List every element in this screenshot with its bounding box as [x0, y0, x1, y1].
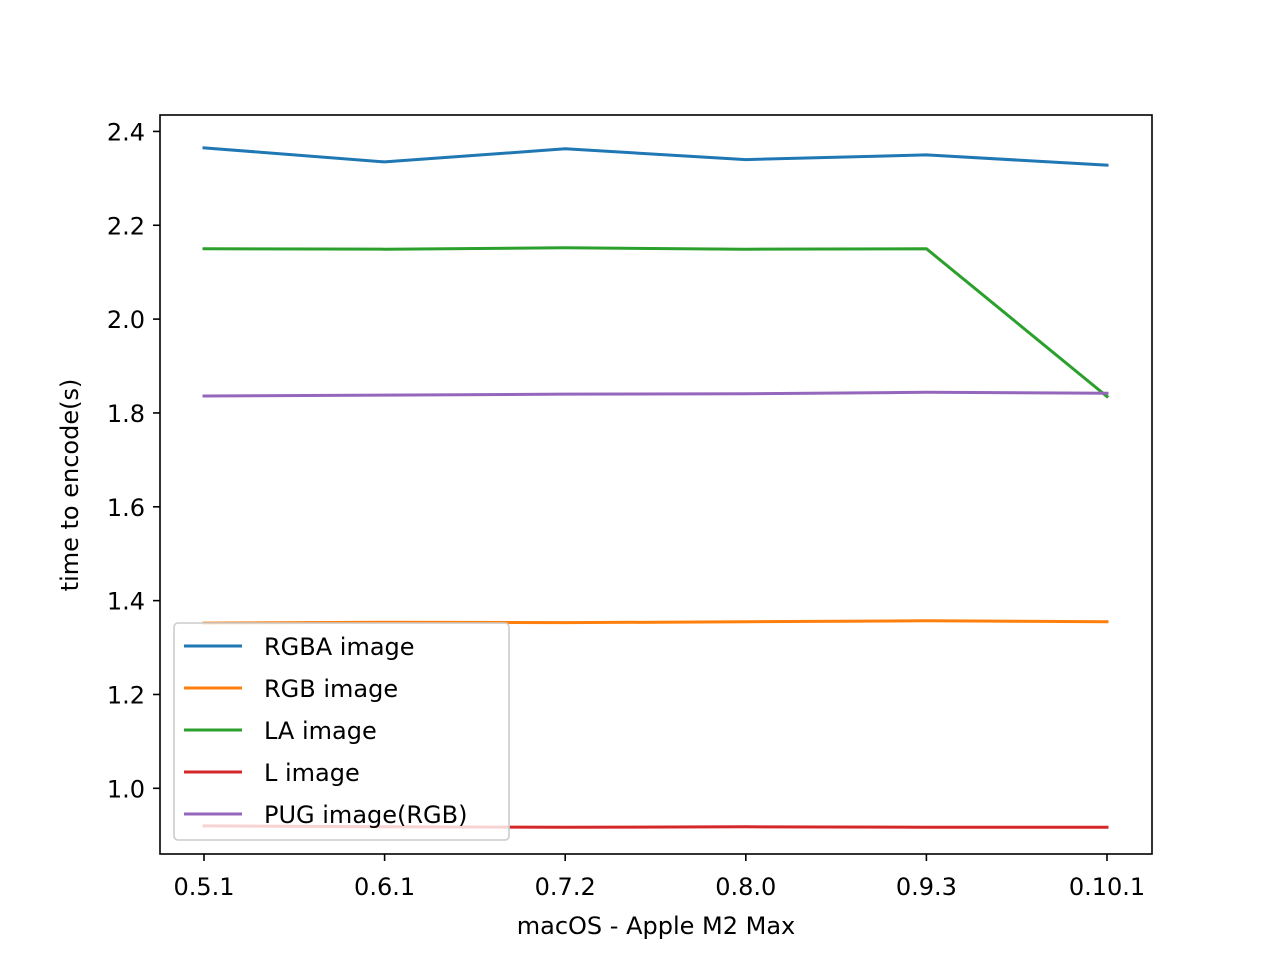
series-line-0: [202, 146, 1109, 167]
y-tick-label: 1.8: [107, 400, 145, 428]
x-tick-label: 0.9.3: [896, 873, 957, 901]
y-axis: 1.0 1.2 1.4 1.6 1.8 2.0 2.2 2.4: [107, 118, 160, 803]
x-axis: 0.5.1 0.6.1 0.7.2 0.8.0 0.9.3 0.10.1: [173, 854, 1145, 901]
legend-label: PUG image(RGB): [264, 801, 467, 829]
y-tick-label: 2.4: [107, 118, 145, 146]
series-line-2: [202, 246, 1110, 399]
x-tick-label: 0.10.1: [1069, 873, 1145, 901]
x-axis-label: macOS - Apple M2 Max: [517, 912, 796, 940]
legend-label: LA image: [264, 717, 377, 745]
legend-label: RGBA image: [264, 633, 415, 661]
y-tick-label: 2.2: [107, 212, 145, 240]
y-tick-label: 1.6: [107, 494, 145, 522]
legend-label: L image: [264, 759, 360, 787]
plot-frame: [159, 114, 1153, 855]
legend-label: RGB image: [264, 675, 398, 703]
series-line-4: [202, 390, 1109, 398]
x-tick-label: 0.5.1: [173, 873, 234, 901]
legend-box: [173, 622, 510, 841]
y-tick-label: 2.0: [107, 306, 145, 334]
y-axis-label: time to encode(s): [56, 379, 84, 592]
y-tick-label: 1.4: [107, 588, 145, 616]
x-tick-label: 0.7.2: [535, 873, 596, 901]
x-tick-label: 0.6.1: [354, 873, 415, 901]
legend: RGBA image RGB image LA image L image PUG im…: [173, 622, 510, 841]
x-tick-label: 0.8.0: [715, 873, 776, 901]
y-tick-label: 1.0: [107, 775, 145, 803]
y-tick-label: 1.2: [107, 681, 145, 709]
